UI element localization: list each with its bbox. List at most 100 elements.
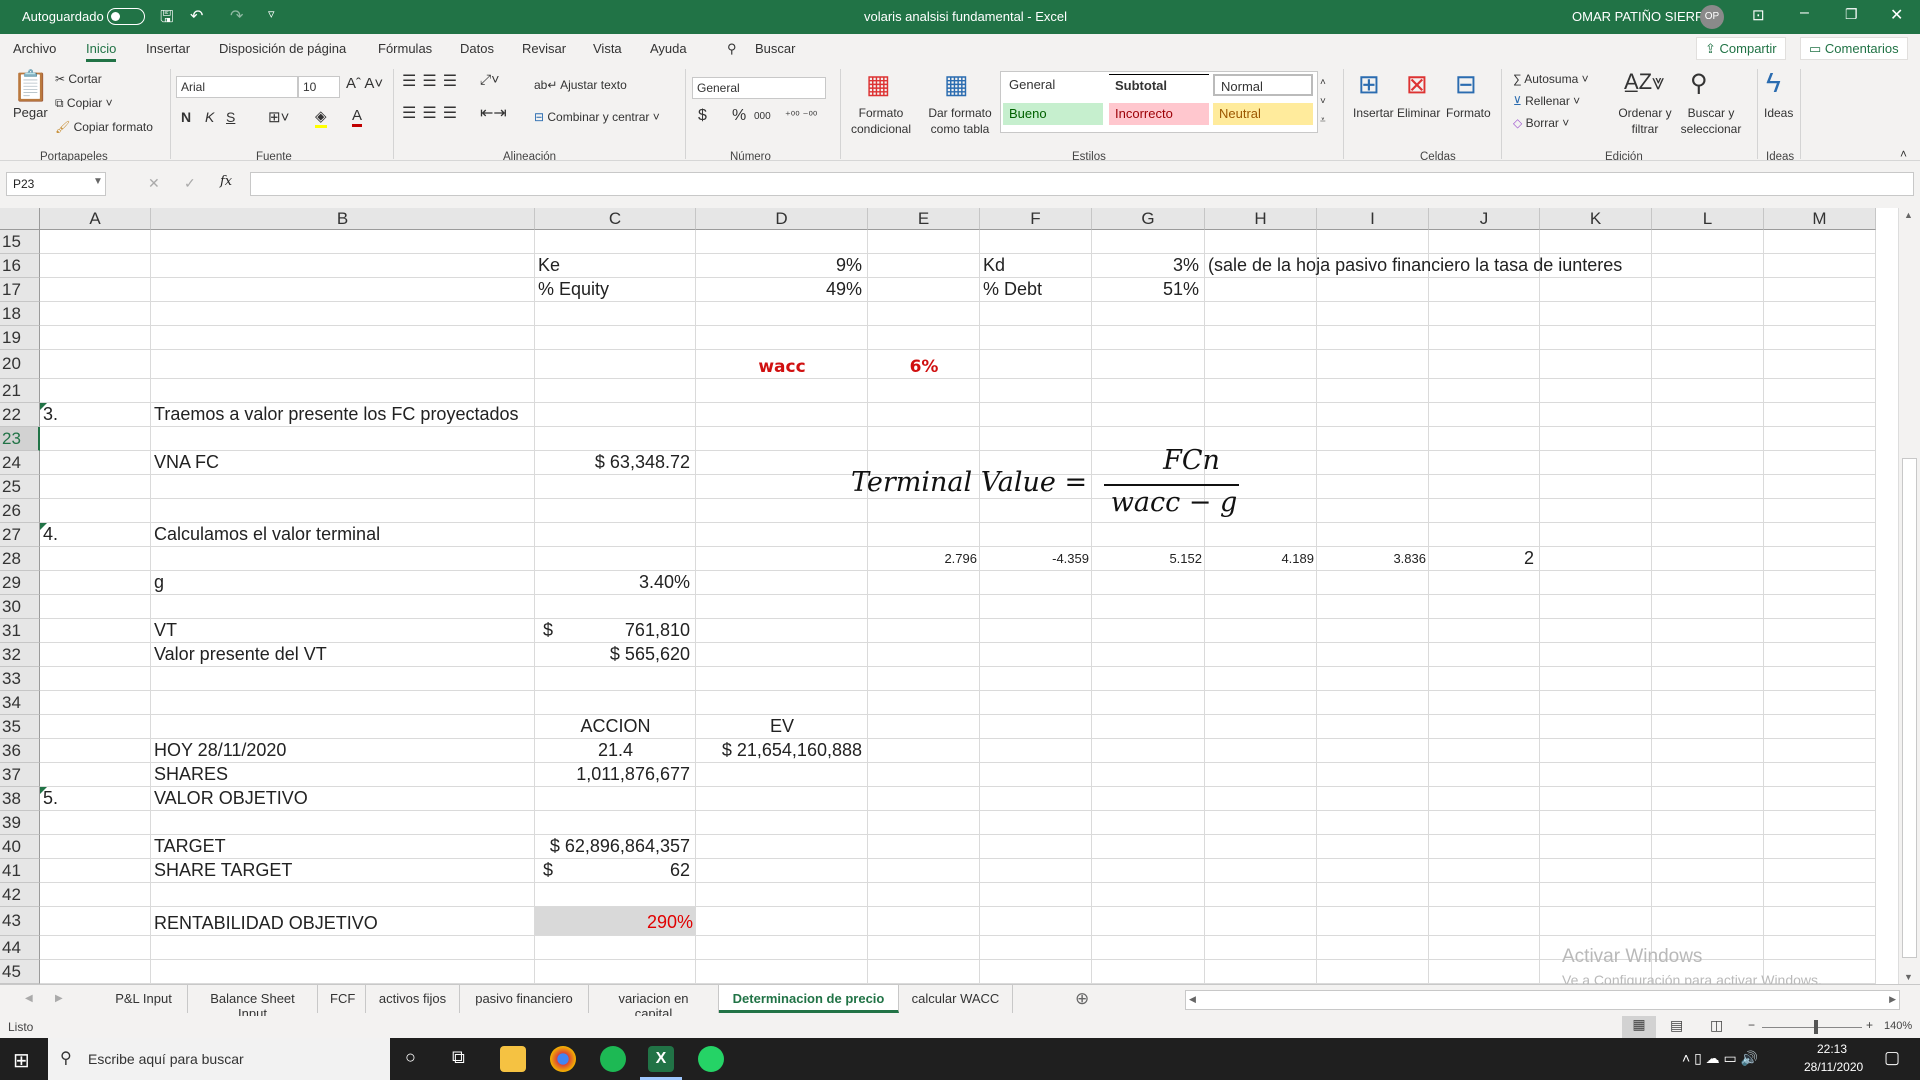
column-header-F[interactable]: F — [980, 208, 1092, 230]
cell-C24[interactable]: $ 63,348.72 — [594, 452, 690, 472]
cell-C41[interactable]: 62 — [669, 860, 690, 880]
spotify-icon[interactable] — [600, 1046, 626, 1072]
cell-H16[interactable]: (sale de la hoja pasivo financiero la ta… — [1208, 255, 1623, 275]
cut-button[interactable]: ✂ Cortar — [55, 72, 102, 86]
cell-E20[interactable]: 6% — [909, 357, 939, 377]
page-break-icon[interactable]: ◫ — [1710, 1017, 1724, 1033]
autosum-button[interactable]: ∑ Autosuma ˅ — [1513, 72, 1589, 86]
cell-G17[interactable]: 51% — [1162, 279, 1199, 299]
cell-C35[interactable]: ACCION — [580, 716, 651, 736]
name-box-dropdown-icon[interactable]: ▼ — [93, 176, 103, 187]
style-subtotal[interactable]: Subtotal — [1109, 74, 1209, 96]
autosave-toggle[interactable] — [107, 8, 145, 25]
column-header-I[interactable]: I — [1317, 208, 1429, 230]
sheet-tab-variacion-en-capital[interactable]: variacion en capital — [589, 985, 719, 1021]
search-box[interactable]: Buscar — [755, 41, 796, 56]
delete-cells-icon[interactable]: ⊠ — [1406, 69, 1428, 99]
row-header-32[interactable]: 32 — [0, 643, 40, 667]
orientation-icon[interactable]: ⤢˅ — [480, 71, 500, 87]
insert-cells-button[interactable]: Insertar — [1353, 106, 1394, 120]
tab-revisar[interactable]: Revisar — [522, 41, 567, 56]
name-box[interactable]: P23 — [6, 172, 106, 196]
column-header-K[interactable]: K — [1540, 208, 1652, 230]
spreadsheet-grid[interactable]: A B C D E F G H I J K L M 15 16 17 18 19 20 21 22 23 24 25 26 27 2… — [0, 208, 1898, 984]
ideas-icon[interactable]: ϟ — [1766, 67, 1781, 98]
thousands-button[interactable]: 000 — [754, 111, 771, 122]
cell-F17[interactable]: % Debt — [983, 279, 1043, 299]
close-icon[interactable]: ✕ — [1890, 7, 1904, 24]
scroll-left-icon[interactable]: ◀ — [1189, 994, 1196, 1004]
formula-input[interactable] — [250, 172, 1914, 196]
cell-A38[interactable]: 5. — [43, 788, 59, 808]
cell-C41[interactable]: $ — [543, 860, 554, 880]
sheet-tab-balance-sheet-input[interactable]: Balance Sheet Input — [188, 985, 318, 1021]
tray-icons[interactable]: ˄ ▯ ☁ ▭ 🔊 — [1682, 1050, 1759, 1066]
column-header-A[interactable]: A — [40, 208, 151, 230]
comments-button[interactable]: ▭ Comentarios — [1800, 37, 1908, 60]
cortana-icon[interactable]: ○ — [405, 1047, 416, 1067]
row-header-41[interactable]: 41 — [0, 859, 40, 883]
vertical-align-icons[interactable]: ☰☰☰ — [402, 73, 464, 90]
fill-button[interactable]: ⊻ Rellenar ˅ — [1513, 94, 1581, 108]
style-bueno[interactable]: Bueno — [1003, 103, 1103, 125]
tab-inicio[interactable]: Inicio — [86, 41, 117, 62]
cell-B24[interactable]: VNA FC — [154, 452, 220, 472]
zoom-in-button[interactable]: + — [1866, 1018, 1874, 1032]
row-header-17[interactable]: 17 — [0, 278, 40, 302]
cell-E28[interactable]: 2.796 — [944, 550, 977, 566]
row-header-28[interactable]: 28 — [0, 547, 40, 571]
row-header-35[interactable]: 35 — [0, 715, 40, 739]
row-header-31[interactable]: 31 — [0, 619, 40, 643]
row-header-34[interactable]: 34 — [0, 691, 40, 715]
cell-G28[interactable]: 5.152 — [1169, 550, 1202, 566]
column-header-C[interactable]: C — [535, 208, 696, 230]
row-header-22[interactable]: 22 — [0, 403, 40, 427]
cell-C40[interactable]: $ 62,896,864,357 — [549, 836, 690, 856]
column-header-L[interactable]: L — [1652, 208, 1764, 230]
row-header-21[interactable]: 21 — [0, 379, 40, 403]
sheet-tab-determinacion-de-precio[interactable]: Determinacion de precio — [719, 985, 899, 1013]
wrap-text-button[interactable]: ab↵ Ajustar texto — [534, 78, 627, 92]
increase-font-icon[interactable]: Aˆ A˅ — [346, 75, 384, 92]
cell-D35[interactable]: EV — [769, 716, 794, 736]
cell-F16[interactable]: Kd — [983, 255, 1006, 275]
cell-A27[interactable]: 4. — [43, 524, 59, 544]
indent-icons[interactable]: ⇤⇥ — [480, 105, 507, 122]
row-header-39[interactable]: 39 — [0, 811, 40, 835]
cell-C17[interactable]: % Equity — [538, 279, 610, 299]
cell-B43[interactable]: RENTABILIDAD OBJETIVO — [154, 913, 378, 933]
scroll-right-icon[interactable]: ▶ — [1889, 994, 1896, 1004]
row-header-26[interactable]: 26 — [0, 499, 40, 523]
cell-B29[interactable]: g — [154, 572, 165, 592]
row-header-43[interactable]: 43 — [0, 907, 40, 936]
paste-icon[interactable]: 📋 — [12, 70, 50, 103]
clear-button[interactable]: ◇ Borrar ˅ — [1513, 116, 1570, 130]
chrome-icon[interactable] — [550, 1046, 576, 1072]
row-header-44[interactable]: 44 — [0, 936, 40, 960]
cell-B27[interactable]: Calculamos el valor terminal — [154, 524, 381, 544]
find-select-button[interactable]: Buscar y seleccionar — [1680, 106, 1742, 136]
sort-filter-button[interactable]: Ordenar y filtrar — [1618, 106, 1672, 136]
find-icon[interactable]: ⚲ — [1690, 70, 1708, 97]
borders-icon[interactable]: ⊞˅ — [268, 109, 290, 126]
column-header-M[interactable]: M — [1764, 208, 1876, 230]
ideas-button[interactable]: Ideas — [1764, 106, 1794, 120]
cell-C32[interactable]: $ 565,620 — [609, 644, 690, 664]
scroll-up-icon[interactable]: ▲ — [1904, 210, 1913, 220]
horizontal-scrollbar[interactable]: ◀ ▶ — [1185, 990, 1900, 1010]
cell-C29[interactable]: 3.40% — [638, 572, 690, 592]
cell-B32[interactable]: Valor presente del VT — [154, 644, 327, 664]
cell-B38[interactable]: VALOR OBJETIVO — [154, 788, 308, 808]
style-normal[interactable]: Normal — [1213, 74, 1313, 96]
excel-icon[interactable]: X — [648, 1046, 674, 1072]
tab-ayuda[interactable]: Ayuda — [650, 41, 687, 56]
clock-date[interactable]: 28/11/2020 — [1804, 1060, 1864, 1074]
style-general[interactable]: General — [1009, 77, 1056, 92]
scroll-down-icon[interactable]: ▼ — [1904, 972, 1913, 982]
row-header-38[interactable]: 38 — [0, 787, 40, 811]
customize-toolbar-icon[interactable]: ▿ — [268, 6, 275, 21]
cell-A22[interactable]: 3. — [43, 404, 59, 424]
cell-C37[interactable]: 1,011,876,677 — [576, 764, 690, 784]
style-neutral[interactable]: Neutral — [1213, 103, 1313, 125]
select-all-button[interactable] — [0, 208, 40, 230]
